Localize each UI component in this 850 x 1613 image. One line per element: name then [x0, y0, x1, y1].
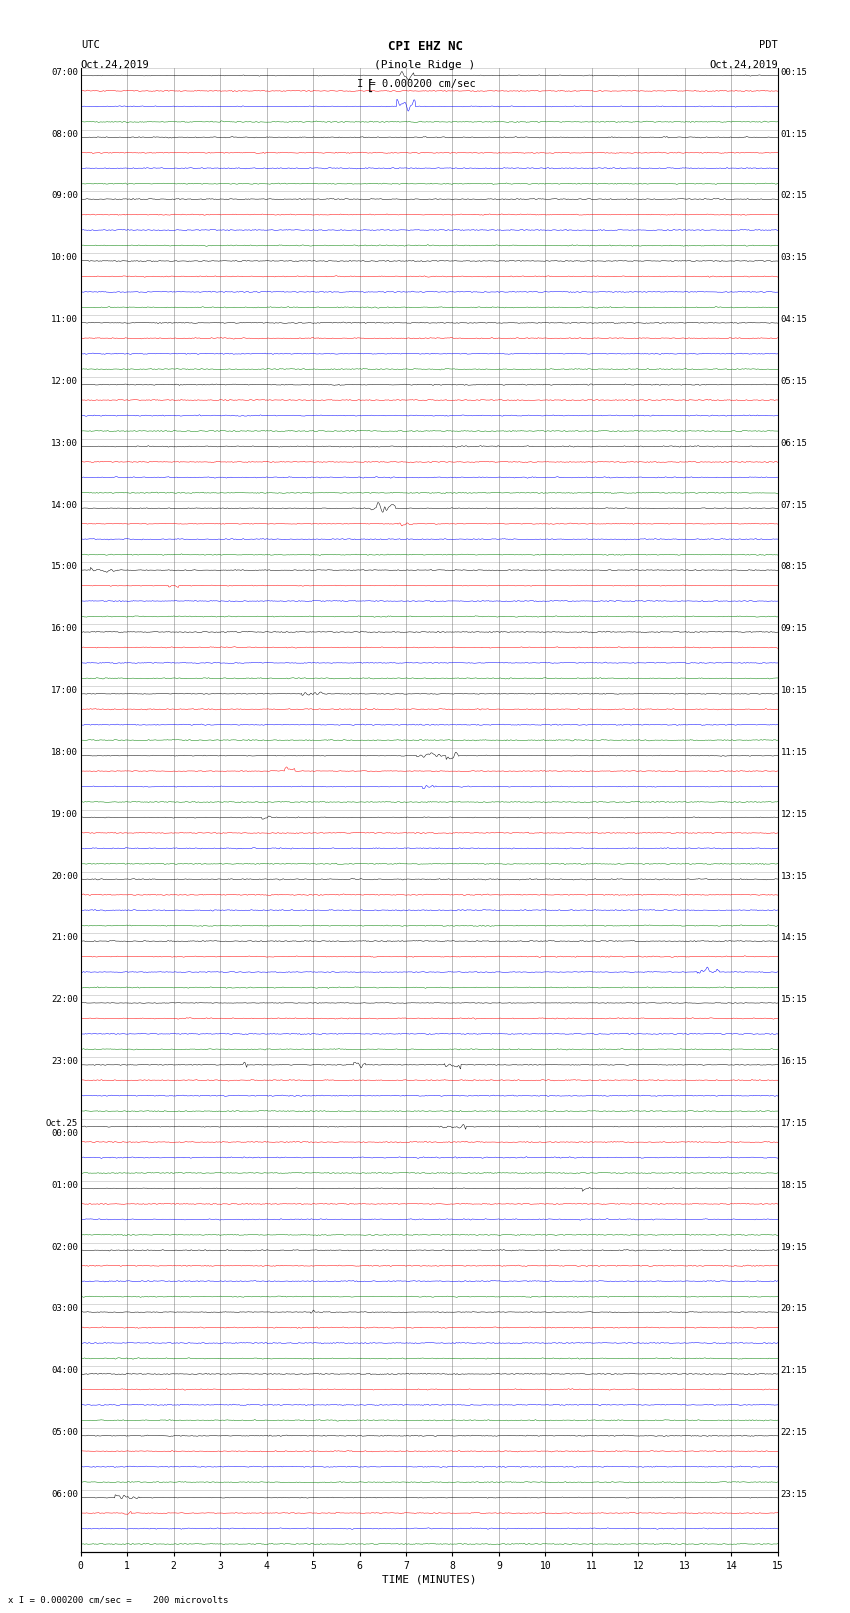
Text: I = 0.000200 cm/sec: I = 0.000200 cm/sec	[357, 79, 476, 89]
Text: [: [	[366, 79, 374, 94]
Text: Oct.24,2019: Oct.24,2019	[709, 60, 778, 69]
Text: UTC: UTC	[81, 40, 99, 50]
Text: (Pinole Ridge ): (Pinole Ridge )	[374, 60, 476, 69]
X-axis label: TIME (MINUTES): TIME (MINUTES)	[382, 1574, 477, 1586]
Text: CPI EHZ NC: CPI EHZ NC	[388, 40, 462, 53]
Text: PDT: PDT	[759, 40, 778, 50]
Text: Oct.24,2019: Oct.24,2019	[81, 60, 150, 69]
Text: x I = 0.000200 cm/sec =    200 microvolts: x I = 0.000200 cm/sec = 200 microvolts	[8, 1595, 229, 1605]
